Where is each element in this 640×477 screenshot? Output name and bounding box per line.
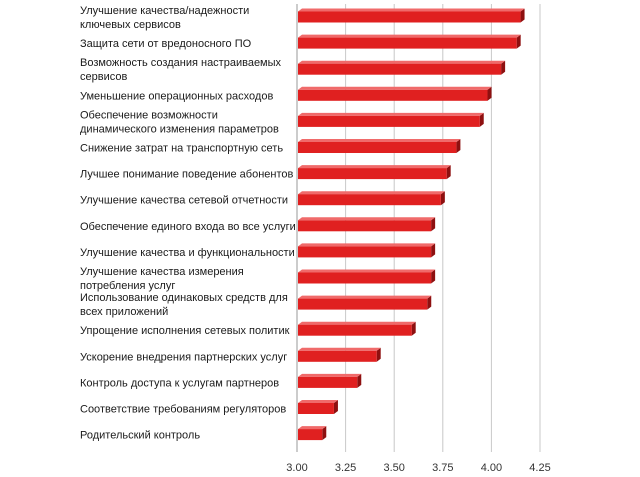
bar xyxy=(298,246,432,258)
category-label: Возможность создания настраиваемых xyxy=(80,57,282,69)
bar-top xyxy=(298,34,521,38)
category-label: потребления услуг xyxy=(80,280,175,292)
category-label: всех приложений xyxy=(80,306,168,318)
bar-top xyxy=(298,139,461,142)
bar-side xyxy=(479,112,484,127)
bar-side xyxy=(357,373,362,388)
bar-side xyxy=(456,139,461,153)
bar-side xyxy=(411,321,416,336)
category-label: Обеспечение единого входа во все услуги xyxy=(80,221,296,233)
bar-side xyxy=(487,86,492,101)
x-tick-label: 4.25 xyxy=(529,462,550,474)
x-tick-label: 3.25 xyxy=(335,462,356,474)
category-label: Упрощение исполнения сетевых политик xyxy=(80,325,290,337)
category-label: ключевых сервисов xyxy=(80,19,181,31)
bar-top xyxy=(298,295,432,299)
category-label: Ускорение внедрения партнерских услуг xyxy=(80,351,287,363)
x-tick-label: 4.00 xyxy=(481,462,502,474)
bar-top xyxy=(298,112,484,116)
bar-top xyxy=(298,400,338,403)
bar-side xyxy=(431,269,436,284)
bar xyxy=(298,194,441,206)
category-label: Соответствие требованиям регуляторов xyxy=(80,404,286,416)
category-label: Улучшение качества/надежности xyxy=(80,5,249,17)
bar xyxy=(298,429,323,441)
bar-top xyxy=(298,269,436,273)
bar-top xyxy=(298,60,506,64)
bar-side xyxy=(333,400,338,414)
category-label: Родительский контроль xyxy=(80,430,200,442)
category-label: сервисов xyxy=(80,71,127,83)
bar-top xyxy=(298,321,416,325)
bar xyxy=(298,142,457,153)
bar xyxy=(298,37,517,49)
x-axis-ticks: 3.00 3.25 3.50 3.75 4.00 4.25 xyxy=(286,462,550,474)
bar-top xyxy=(298,86,492,90)
x-tick-label: 3.75 xyxy=(432,462,453,474)
category-label: Улучшение качества измерения xyxy=(80,266,244,278)
bar xyxy=(298,376,358,388)
bar xyxy=(298,89,488,101)
bar-top xyxy=(298,191,445,195)
category-label: Обеспечение возможности xyxy=(80,109,218,121)
bar xyxy=(298,324,412,336)
bar-side xyxy=(376,347,381,362)
bar-top xyxy=(298,426,327,430)
bar-side xyxy=(322,426,327,441)
bar-top xyxy=(298,217,436,221)
bar-top xyxy=(298,347,381,351)
bar-side xyxy=(431,217,436,232)
bar-side xyxy=(520,8,525,23)
x-tick-label: 3.50 xyxy=(383,462,404,474)
category-label: Защита сети от вредоносного ПО xyxy=(80,38,252,50)
bar xyxy=(298,350,377,362)
bar-side xyxy=(516,34,521,49)
bar-top xyxy=(298,243,436,247)
bar-top xyxy=(298,8,525,12)
bar-side xyxy=(440,191,445,206)
bar xyxy=(298,168,447,180)
category-label: Снижение затрат на транспортную сеть xyxy=(80,143,283,155)
bar xyxy=(298,220,432,232)
bar-side xyxy=(427,295,432,310)
category-label: Улучшение качества сетевой отчетности xyxy=(80,195,288,207)
bar-side xyxy=(446,165,451,180)
category-label: Контроль доступа к услугам партнеров xyxy=(80,377,279,389)
bar-layer xyxy=(298,8,525,441)
bar xyxy=(298,63,502,75)
category-label: Лучшее понимание поведение абонентов xyxy=(80,169,293,181)
x-tick-label: 3.00 xyxy=(286,462,307,474)
bar xyxy=(298,11,521,23)
category-label: Улучшение качества и функциональности xyxy=(80,247,295,259)
bar-top xyxy=(298,165,451,169)
bar xyxy=(298,298,428,310)
bar xyxy=(298,115,480,127)
bar-top xyxy=(298,373,362,377)
bar-side xyxy=(431,243,436,258)
category-label: Уменьшение операционных расходов xyxy=(80,90,273,102)
bar xyxy=(298,403,334,414)
bar-side xyxy=(501,60,506,75)
bar xyxy=(298,272,432,284)
category-label: динамического изменения параметров xyxy=(80,123,279,135)
category-label: Использование одинаковых средств для xyxy=(80,292,288,304)
category-labels: Улучшение качества/надежности ключевых се… xyxy=(80,5,296,442)
